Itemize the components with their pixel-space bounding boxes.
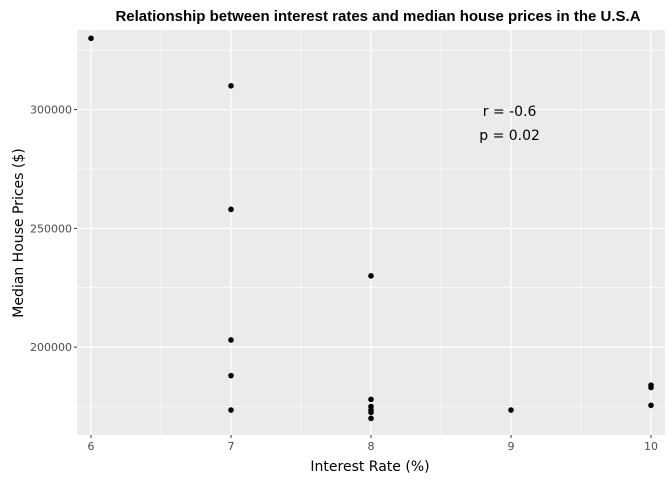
y-tick-label: 300000 (30, 104, 72, 117)
p-value-annotation: p = 0.02 (479, 128, 540, 144)
data-point (88, 35, 94, 42)
data-point (368, 415, 374, 422)
x-axis-ticks: 6 7 8 9 10 (88, 435, 658, 453)
x-tick-label: 6 (88, 440, 95, 453)
x-tick-label: 9 (508, 440, 515, 453)
y-axis-ticks: 200000 250000 300000 (30, 104, 77, 354)
data-point (228, 407, 234, 413)
data-points (88, 35, 654, 422)
data-point (228, 372, 234, 379)
data-point (368, 409, 374, 416)
y-tick-label: 200000 (30, 341, 72, 354)
x-tick-label: 8 (368, 440, 375, 453)
y-axis-title: Median House Prices ($) (11, 148, 27, 317)
data-point (228, 337, 234, 343)
data-point (648, 402, 654, 409)
correlation-annotation: r = -0.6 (483, 104, 537, 120)
x-tick-label: 7 (228, 440, 235, 453)
data-point (368, 273, 374, 279)
data-point (368, 396, 374, 403)
data-point (228, 83, 234, 89)
data-point (228, 206, 234, 213)
data-point (508, 407, 514, 413)
major-gridlines (77, 30, 665, 435)
chart-title: Relationship between interest rates and … (115, 8, 640, 25)
x-axis-title: Interest Rate (%) (310, 459, 429, 475)
data-point (648, 384, 654, 391)
y-tick-label: 250000 (30, 222, 72, 235)
x-tick-label: 10 (644, 440, 658, 453)
